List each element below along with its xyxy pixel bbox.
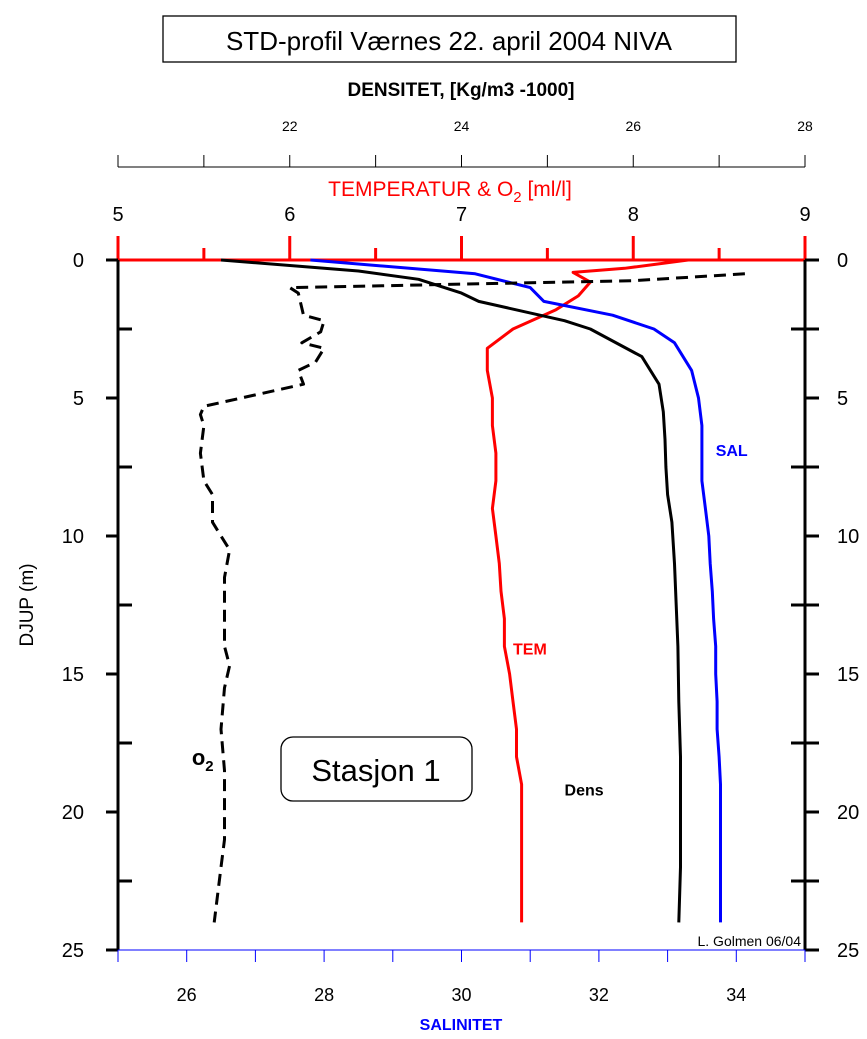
depth-axis-label: DJUP (m) <box>17 563 38 646</box>
series-label-sal: SAL <box>716 443 748 460</box>
depth-tick-label-left: 15 <box>62 664 84 686</box>
series-label-o2: o2 <box>192 745 214 775</box>
salinity-tick-label: 32 <box>589 985 609 1005</box>
depth-tick-label-left: 25 <box>62 940 84 962</box>
salinity-tick-label: 34 <box>726 985 746 1005</box>
depth-tick-label-right: 0 <box>837 250 848 272</box>
temperature-tick-label: 6 <box>284 204 295 226</box>
depth-tick-label-right: 5 <box>837 388 848 410</box>
depth-tick-label-right: 20 <box>837 802 859 824</box>
salinity-tick-label: 26 <box>177 985 197 1005</box>
chart-title: STD-profil Værnes 22. april 2004 NIVA <box>226 26 673 56</box>
depth-tick-label-left: 5 <box>73 388 84 410</box>
series-label-tem: TEM <box>513 642 547 659</box>
density-axis: 22 24 26 28 <box>117 118 813 168</box>
series-labels: TEM SAL Dens o2 <box>192 443 748 799</box>
series-label-dens: Dens <box>565 782 604 799</box>
density-tick-label: 24 <box>454 118 470 134</box>
series-line-tem <box>485 258 689 923</box>
temperature-axis-label-main: TEMPERATUR & O <box>328 178 513 201</box>
temperature-tick-label: 7 <box>456 204 467 226</box>
temperature-axis: 5 6 7 8 9 <box>112 204 811 262</box>
title-box <box>162 15 737 63</box>
depth-tick-label-right: 25 <box>837 940 859 962</box>
station-box <box>280 736 473 802</box>
temperature-axis-label-units: [ml/l] <box>522 178 572 201</box>
series-line-o2 <box>198 272 745 923</box>
depth-tick-label-left: 0 <box>73 250 84 272</box>
density-tick-label: 22 <box>282 118 298 134</box>
credit-text: L. Golmen 06/04 <box>697 933 801 949</box>
temperature-tick-label: 5 <box>112 204 123 226</box>
salinity-tick-label: 28 <box>314 985 334 1005</box>
series-line-sal <box>310 258 722 923</box>
depth-tick-label-right: 15 <box>837 664 859 686</box>
salinity-tick-label: 30 <box>451 985 471 1005</box>
temperature-tick-label: 8 <box>628 204 639 226</box>
density-tick-label: 26 <box>625 118 641 134</box>
depth-tick-label-right: 10 <box>837 526 859 548</box>
depth-axis: 0 0 5 5 10 10 15 15 20 20 25 25 <box>62 250 860 962</box>
depth-tick-label-left: 20 <box>62 802 84 824</box>
temperature-axis-label-sub: 2 <box>513 189 521 206</box>
series-line-dens <box>220 258 682 923</box>
temperature-tick-label: 9 <box>799 204 810 226</box>
station-label: Stasjon 1 <box>311 753 440 788</box>
salinity-axis-label: SALINITET <box>420 1017 503 1034</box>
density-axis-label: DENSITET, [Kg/m3 -1000] <box>348 80 575 101</box>
density-tick-label: 28 <box>797 118 813 134</box>
depth-tick-label-left: 10 <box>62 526 84 548</box>
salinity-axis: 26 28 30 32 34 <box>117 949 806 1005</box>
series-layer <box>198 258 745 923</box>
temperature-axis-label: TEMPERATUR & O2 [ml/l] <box>328 178 572 206</box>
